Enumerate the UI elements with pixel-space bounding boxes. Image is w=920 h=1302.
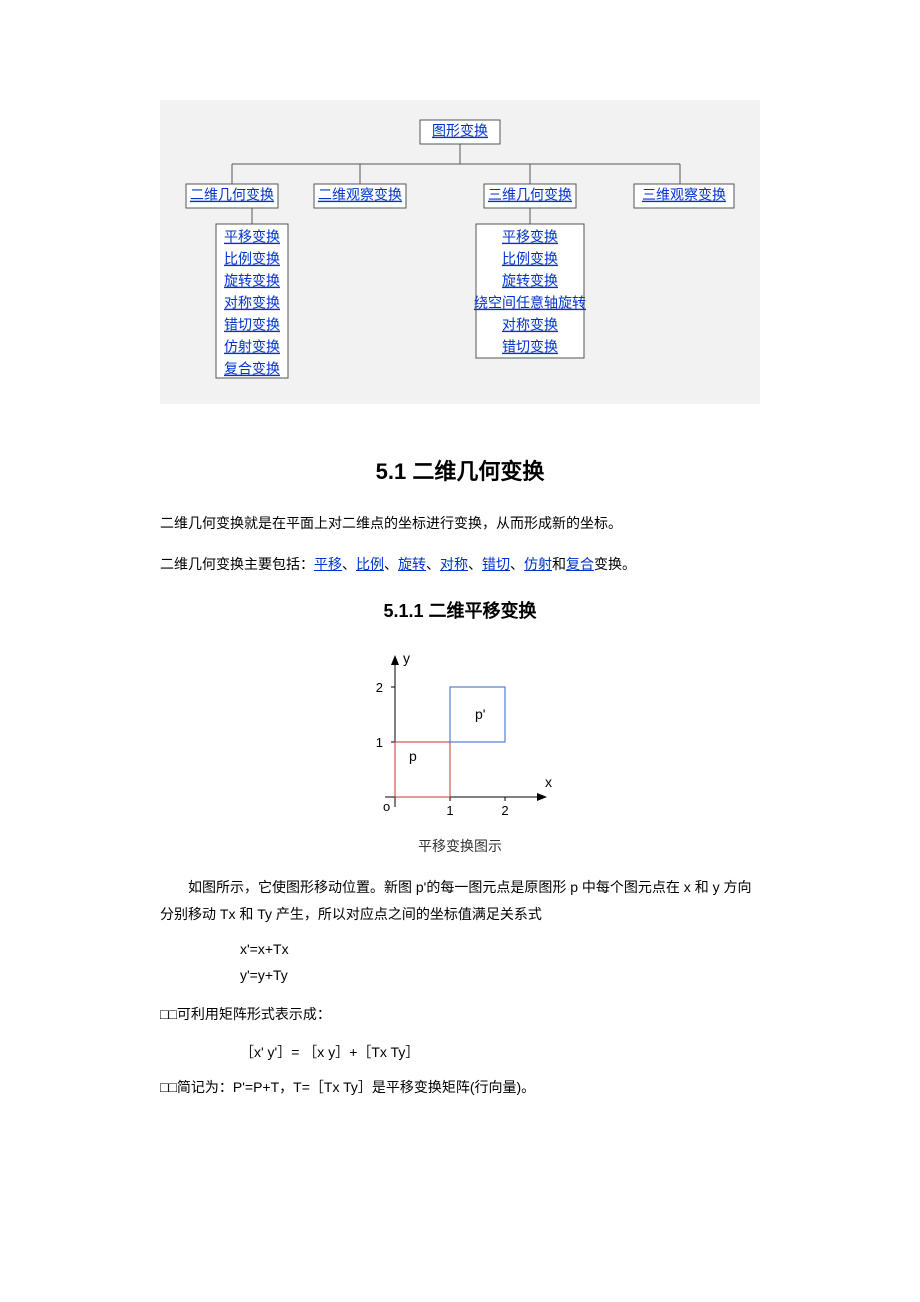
tree-sub-item[interactable]: 对称变换: [502, 317, 558, 333]
link-shear[interactable]: 错切: [482, 556, 510, 572]
translation-figure: 1 2 1 2 x y o p p' 平移变换图示: [160, 647, 760, 856]
link-scale[interactable]: 比例: [356, 556, 384, 572]
tree-child-label[interactable]: 二维几何变换: [190, 187, 274, 203]
tree-root-label[interactable]: 图形变换: [432, 123, 488, 139]
tree-sub-item[interactable]: 旋转变换: [224, 273, 280, 289]
paragraph-summary: □□简记为：P'=P+T，T=［Tx Ty］是平移变换矩阵(行向量)。: [160, 1074, 760, 1101]
equation-matrix: ［x' y'］= ［x y］+［Tx Ty］: [240, 1042, 760, 1062]
document-page: 图形变换 二维几何变换 二维观察变换 三维几何变换 三维观察变换 平移: [0, 0, 920, 1195]
equation-xprime: x'=x+Tx: [240, 941, 760, 957]
sep: 、: [384, 556, 398, 572]
y-tick-label-2: 2: [376, 680, 383, 695]
tree-child-label[interactable]: 三维观察变换: [642, 187, 726, 203]
tree-sub-item[interactable]: 旋转变换: [502, 273, 558, 289]
link-affine[interactable]: 仿射: [524, 556, 552, 572]
x-axis-label: x: [545, 774, 552, 790]
sep: 、: [468, 556, 482, 572]
sep: 、: [426, 556, 440, 572]
tree-sub-item[interactable]: 平移变换: [224, 229, 280, 245]
figure-caption: 平移变换图示: [160, 836, 760, 856]
p-label: p: [409, 748, 417, 764]
link-reflection[interactable]: 对称: [440, 556, 468, 572]
concept-tree-diagram: 图形变换 二维几何变换 二维观察变换 三维几何变换 三维观察变换 平移: [160, 100, 760, 404]
p2-suffix: 变换。: [594, 556, 636, 572]
y-tick-label-1: 1: [376, 735, 383, 750]
origin-label: o: [383, 799, 390, 814]
x-tick-label-2: 2: [501, 803, 508, 818]
link-composite[interactable]: 复合: [566, 556, 594, 572]
tree-child-label[interactable]: 二维观察变换: [318, 187, 402, 203]
section-5-1-heading: 5.1 二维几何变换: [160, 454, 760, 486]
p2-prefix: 二维几何变换主要包括：: [160, 556, 314, 572]
p2-and: 和: [552, 556, 566, 572]
tree-sub-item[interactable]: 平移变换: [502, 229, 558, 245]
sep: 、: [342, 556, 356, 572]
paragraph-intro-1: 二维几何变换就是在平面上对二维点的坐标进行变换，从而形成新的坐标。: [160, 510, 760, 537]
y-axis-label: y: [403, 650, 410, 666]
x-axis-arrow: [537, 793, 547, 801]
section-5-1-1-heading: 5.1.1 二维平移变换: [160, 597, 760, 623]
tree-sub-item[interactable]: 错切变换: [502, 339, 558, 355]
x-tick-label-1: 1: [446, 803, 453, 818]
tree-sub-item[interactable]: 比例变换: [502, 251, 558, 267]
translation-figure-svg: 1 2 1 2 x y o p p': [345, 647, 575, 827]
sep: 、: [510, 556, 524, 572]
paragraph-explain: 如图所示，它使图形移动位置。新图 p'的每一图元点是原图形 p 中每个图元点在 …: [160, 874, 760, 927]
tree-sub-item[interactable]: 比例变换: [224, 251, 280, 267]
tree-sub-item[interactable]: 错切变换: [224, 317, 280, 333]
paragraph-intro-2: 二维几何变换主要包括：平移、比例、旋转、对称、错切、仿射和复合变换。: [160, 551, 760, 578]
tree-sub-item[interactable]: 仿射变换: [224, 339, 280, 355]
equation-yprime: y'=y+Ty: [240, 967, 760, 983]
link-rotation[interactable]: 旋转: [398, 556, 426, 572]
link-translation[interactable]: 平移: [314, 556, 342, 572]
y-axis-arrow: [391, 655, 399, 665]
pprime-label: p': [475, 706, 485, 722]
paragraph-matrix-intro: □□可利用矩阵形式表示成：: [160, 1001, 760, 1028]
tree-child-label[interactable]: 三维几何变换: [488, 187, 572, 203]
tree-sub-item[interactable]: 复合变换: [224, 361, 280, 377]
tree-svg: 图形变换 二维几何变换 二维观察变换 三维几何变换 三维观察变换 平移: [180, 114, 740, 394]
p-rect: [395, 742, 450, 797]
tree-sub-item[interactable]: 绕空间任意轴旋转: [474, 295, 586, 311]
tree-sub-item[interactable]: 对称变换: [224, 295, 280, 311]
